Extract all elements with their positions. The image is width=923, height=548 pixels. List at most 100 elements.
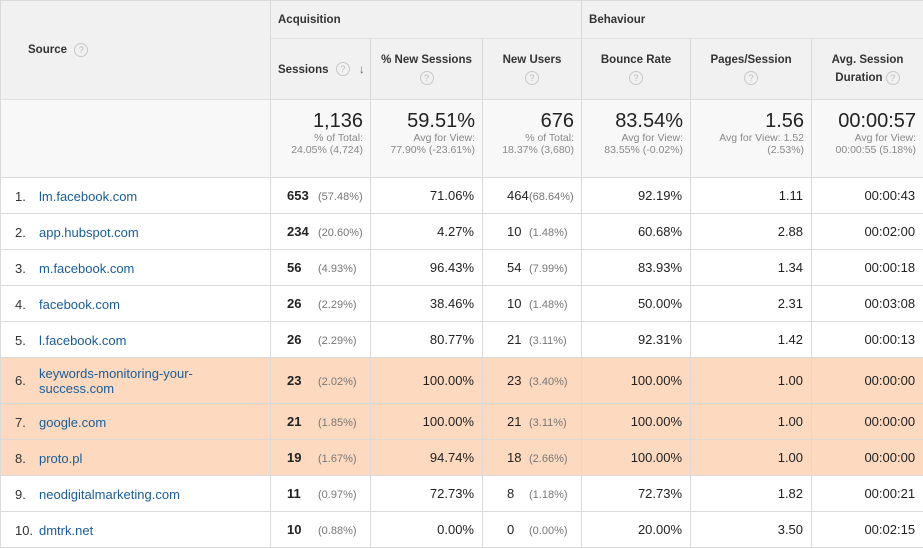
pages-session-column-header[interactable]: Pages/Session ?	[691, 39, 812, 100]
totals-sessions: 1,136 % of Total: 24.05% (4,724)	[271, 100, 371, 178]
sessions-header-label: Sessions	[278, 64, 329, 76]
row-index: 5.	[15, 333, 39, 348]
new-sessions-cell: 0.00%	[371, 512, 483, 548]
row-index: 3.	[15, 261, 39, 276]
bounce-rate-cell: 83.93%	[582, 250, 691, 286]
new-sessions-column-header[interactable]: % New Sessions ?	[371, 39, 483, 100]
help-icon[interactable]: ?	[74, 43, 88, 57]
totals-sessions-value: 1,136	[271, 110, 363, 132]
totals-new-sessions: 59.51% Avg for View: 77.90% (-23.61%)	[371, 100, 483, 178]
totals-avg-duration: 00:00:57 Avg for View: 00:00:55 (5.18%)	[812, 100, 923, 178]
bounce-rate-cell: 50.00%	[582, 286, 691, 322]
new-users-value: 21	[507, 332, 529, 347]
avg-duration-cell: 00:00:00	[812, 440, 923, 476]
new-sessions-cell: 72.73%	[371, 476, 483, 512]
row-index: 7.	[15, 415, 39, 430]
source-link[interactable]: neodigitalmarketing.com	[39, 487, 180, 502]
totals-new-users-sub: 18.37% (3,680)	[483, 144, 574, 156]
sessions-cell: 19(1.67%)	[271, 440, 371, 476]
avg-duration-cell: 00:00:18	[812, 250, 923, 286]
totals-sessions-sub: 24.05% (4,724)	[271, 144, 363, 156]
totals-pages-session-sub: Avg for View: 1.52	[691, 132, 804, 144]
totals-row: 1,136 % of Total: 24.05% (4,724) 59.51% …	[1, 100, 923, 178]
row-index: 2.	[15, 225, 39, 240]
source-link[interactable]: l.facebook.com	[39, 333, 126, 348]
help-icon[interactable]: ?	[525, 71, 539, 85]
help-icon[interactable]: ?	[420, 71, 434, 85]
source-cell: 9.neodigitalmarketing.com	[1, 476, 271, 512]
pages-session-cell: 1.82	[691, 476, 812, 512]
bounce-rate-cell: 20.00%	[582, 512, 691, 548]
source-cell: 10.dmtrk.net	[1, 512, 271, 548]
new-users-percent: (1.18%)	[529, 489, 568, 501]
new-sessions-cell: 100.00%	[371, 358, 483, 404]
pages-session-cell: 1.00	[691, 358, 812, 404]
table-row: 4.facebook.com 26(2.29%) 38.46% 10(1.48%…	[1, 286, 923, 322]
row-index: 1.	[15, 189, 39, 204]
source-cell: 6.keywords-monitoring-your-success.com	[1, 358, 271, 404]
bounce-rate-cell: 72.73%	[582, 476, 691, 512]
sessions-value: 653	[287, 188, 318, 203]
sessions-column-header[interactable]: Sessions ? ↓	[271, 39, 371, 100]
totals-pages-session: 1.56 Avg for View: 1.52 (2.53%)	[691, 100, 812, 178]
source-link[interactable]: proto.pl	[39, 451, 82, 466]
sessions-percent: (2.29%)	[318, 335, 357, 347]
totals-new-sessions-sub: Avg for View:	[371, 132, 475, 144]
new-users-cell: 54(7.99%)	[483, 250, 582, 286]
new-users-value: 23	[507, 373, 529, 388]
new-sessions-header-label: % New Sessions	[381, 54, 472, 66]
new-users-header-label: New Users	[503, 54, 562, 66]
totals-sessions-sub: % of Total:	[271, 132, 363, 144]
new-sessions-cell: 71.06%	[371, 178, 483, 214]
new-users-value: 0	[507, 522, 529, 537]
table-row: 3.m.facebook.com 56(4.93%) 96.43% 54(7.9…	[1, 250, 923, 286]
source-cell: 3.m.facebook.com	[1, 250, 271, 286]
source-link[interactable]: lm.facebook.com	[39, 189, 137, 204]
totals-bounce-rate-sub: 83.55% (-0.02%)	[582, 144, 683, 156]
source-cell: 4.facebook.com	[1, 286, 271, 322]
source-link[interactable]: keywords-monitoring-your-success.com	[39, 366, 209, 396]
help-icon[interactable]: ?	[336, 62, 350, 76]
sessions-percent: (0.88%)	[318, 525, 357, 537]
new-users-column-header[interactable]: New Users ?	[483, 39, 582, 100]
source-link[interactable]: google.com	[39, 415, 106, 430]
new-users-cell: 10(1.48%)	[483, 286, 582, 322]
avg-duration-cell: 00:02:00	[812, 214, 923, 250]
totals-new-users: 676 % of Total: 18.37% (3,680)	[483, 100, 582, 178]
help-icon[interactable]: ?	[886, 71, 900, 85]
new-users-percent: (7.99%)	[529, 263, 568, 275]
pages-session-cell: 1.00	[691, 440, 812, 476]
behaviour-group-header: Behaviour	[582, 1, 923, 39]
source-link[interactable]: app.hubspot.com	[39, 225, 139, 240]
new-users-percent: (1.48%)	[529, 299, 568, 311]
new-users-value: 10	[507, 224, 529, 239]
avg-duration-column-header[interactable]: Avg. Session Duration ?	[812, 39, 923, 100]
acquisition-group-header: Acquisition	[271, 1, 582, 39]
new-users-cell: 0(0.00%)	[483, 512, 582, 548]
sessions-percent: (2.29%)	[318, 299, 357, 311]
source-link[interactable]: facebook.com	[39, 297, 120, 312]
help-icon[interactable]: ?	[629, 71, 643, 85]
totals-bounce-rate-sub: Avg for View:	[582, 132, 683, 144]
new-users-percent: (3.11%)	[529, 335, 567, 347]
new-sessions-cell: 96.43%	[371, 250, 483, 286]
source-cell: 2.app.hubspot.com	[1, 214, 271, 250]
sessions-cell: 11(0.97%)	[271, 476, 371, 512]
source-link[interactable]: m.facebook.com	[39, 261, 134, 276]
bounce-rate-cell: 100.00%	[582, 440, 691, 476]
help-icon[interactable]: ?	[744, 71, 758, 85]
source-column-header[interactable]: Source ?	[1, 1, 271, 100]
source-link[interactable]: dmtrk.net	[39, 523, 93, 538]
avg-duration-cell: 00:00:13	[812, 322, 923, 358]
bounce-rate-cell: 92.31%	[582, 322, 691, 358]
bounce-rate-column-header[interactable]: Bounce Rate ?	[582, 39, 691, 100]
new-sessions-cell: 94.74%	[371, 440, 483, 476]
new-users-percent: (3.11%)	[529, 417, 567, 429]
arrow-down-icon[interactable]: ↓	[359, 62, 365, 76]
avg-duration-cell: 00:00:00	[812, 404, 923, 440]
new-users-value: 8	[507, 486, 529, 501]
sessions-cell: 23(2.02%)	[271, 358, 371, 404]
source-cell: 5.l.facebook.com	[1, 322, 271, 358]
new-users-value: 464	[507, 188, 529, 203]
avg-duration-cell: 00:02:15	[812, 512, 923, 548]
